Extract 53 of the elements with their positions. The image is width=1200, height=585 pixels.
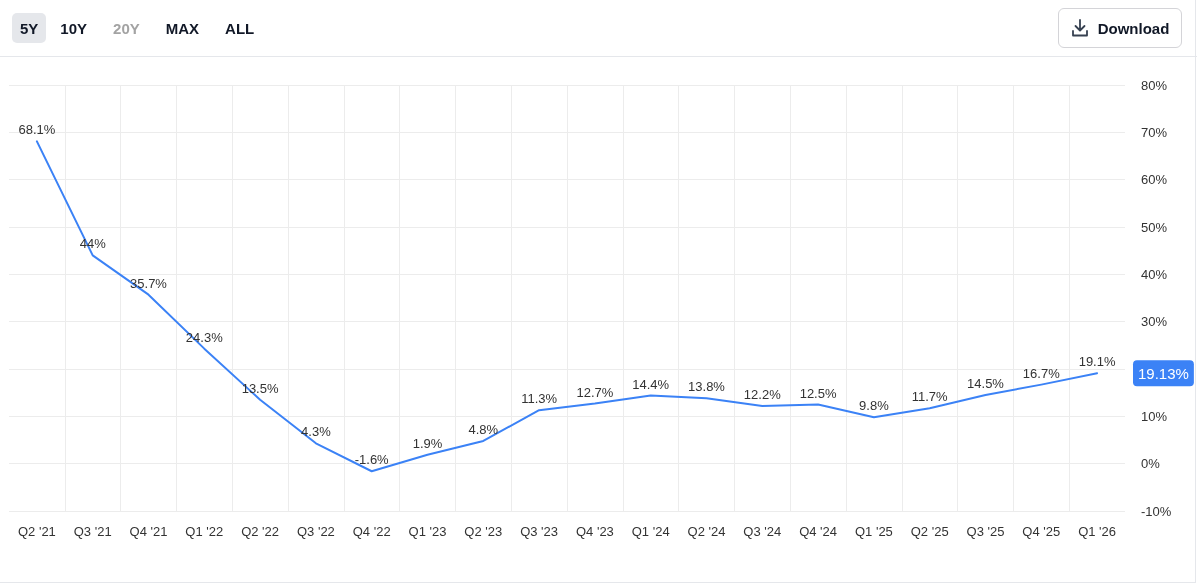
data-label: 14.4%	[632, 376, 670, 392]
x-tick-label: Q1 '25	[854, 524, 893, 539]
x-tick-label: Q3 '21	[73, 524, 112, 539]
data-label: 1.9%	[412, 435, 443, 451]
x-tick-label: Q2 '22	[241, 524, 280, 539]
data-label: 16.7%	[1022, 365, 1061, 381]
x-tick-label: Q3 '23	[520, 524, 559, 539]
x-tick-label: Q2 '24	[687, 524, 726, 539]
data-label: 12.5%	[799, 385, 837, 401]
data-label: 19.1%	[1078, 354, 1116, 370]
text: MAX	[165, 19, 200, 37]
y-tick-label: 70%	[1141, 124, 1168, 140]
data-label: 11.7%	[911, 389, 949, 405]
x-tick-label: Q4 '22	[352, 524, 391, 539]
x-tick-label: Q4 '25	[1022, 524, 1061, 539]
y-tick-label: 30%	[1141, 314, 1168, 330]
data-label: 12.7%	[576, 384, 614, 400]
data-label: 4.8%	[468, 421, 499, 437]
x-tick-label: Q3 '22	[296, 524, 335, 539]
data-label: 4.3%	[301, 424, 332, 440]
y-tick-label: 10%	[1141, 408, 1168, 424]
x-tick-label: Q2 '25	[910, 524, 949, 539]
data-label: 68.1%	[18, 122, 56, 138]
y-tick-label: -10%	[1141, 503, 1172, 519]
data-label: 35.7%	[130, 275, 168, 291]
data-label: -1.6%	[354, 452, 390, 468]
data-label: 11.3%	[521, 391, 558, 407]
text: 20Y	[113, 19, 140, 37]
x-tick-label: Q1 '26	[1078, 524, 1117, 539]
x-tick-label: Q4 '21	[129, 524, 168, 539]
y-tick-label: 50%	[1141, 219, 1168, 235]
y-tick-label: 0%	[1141, 456, 1161, 472]
data-label: 14.5%	[967, 376, 1005, 392]
download-button: Download	[1058, 8, 1182, 48]
x-tick-label: Q2 '23	[464, 524, 503, 539]
x-tick-label: Q4 '24	[799, 524, 838, 539]
x-tick-label: Q2 '21	[17, 524, 56, 539]
text: ALL	[225, 19, 255, 37]
data-label: 13.8%	[688, 379, 726, 395]
text: 10Y	[60, 19, 88, 37]
y-tick-label: 60%	[1141, 172, 1168, 188]
text: 5Y	[20, 19, 39, 37]
x-tick-label: Q1 '23	[408, 524, 447, 539]
x-tick-label: Q3 '24	[743, 524, 782, 539]
text: 19.13%	[1138, 364, 1189, 382]
x-tick-label: Q1 '22	[185, 524, 224, 539]
data-label: 12.2%	[743, 386, 782, 402]
x-tick-label: Q3 '25	[966, 524, 1005, 539]
x-tick-label: Q4 '23	[575, 524, 614, 539]
x-tick-label: Q1 '24	[631, 524, 670, 539]
data-label: 9.8%	[859, 398, 890, 414]
y-tick-label: 80%	[1141, 77, 1168, 93]
y-tick-label: 40%	[1141, 266, 1168, 282]
